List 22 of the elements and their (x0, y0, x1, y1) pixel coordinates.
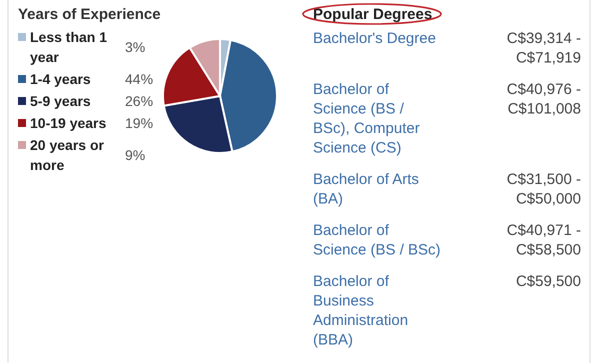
data-label: 44% (125, 71, 154, 87)
legend-label: 10-19 years (30, 115, 107, 131)
category-label: Bachelor of Business Administration (BBA) (313, 273, 408, 348)
legend-label: 5-9 years (30, 93, 91, 109)
text: C$31,500 - C$50,000 (506, 171, 581, 208)
text: C$40,976 - C$101,008 (506, 81, 581, 118)
text: Popular Degrees (313, 6, 432, 23)
text: C$40,971 - C$58,500 (506, 222, 581, 258)
text: C$59,500 (516, 273, 581, 290)
category-label: Bachelor of Science (BS / BSc) (313, 222, 441, 258)
category-label: Bachelor of Science (BS / BSc), Computer Science (CS) (313, 81, 420, 156)
legend-label: Less than 1 year (30, 29, 108, 65)
legend-label: 20 years or more (30, 137, 104, 173)
data-label: 9% (125, 147, 146, 163)
category-label: Bachelor of Arts (BA) (313, 171, 419, 208)
text: C$39,314 - C$71,919 (506, 30, 581, 66)
category-label: Bachelor's Degree (313, 30, 436, 47)
data-label: 3% (125, 39, 146, 55)
legend-label: 1-4 years (30, 71, 91, 87)
data-label: 19% (125, 115, 154, 131)
chart-title: Years of Experience (18, 6, 161, 23)
data-label: 26% (125, 93, 154, 109)
